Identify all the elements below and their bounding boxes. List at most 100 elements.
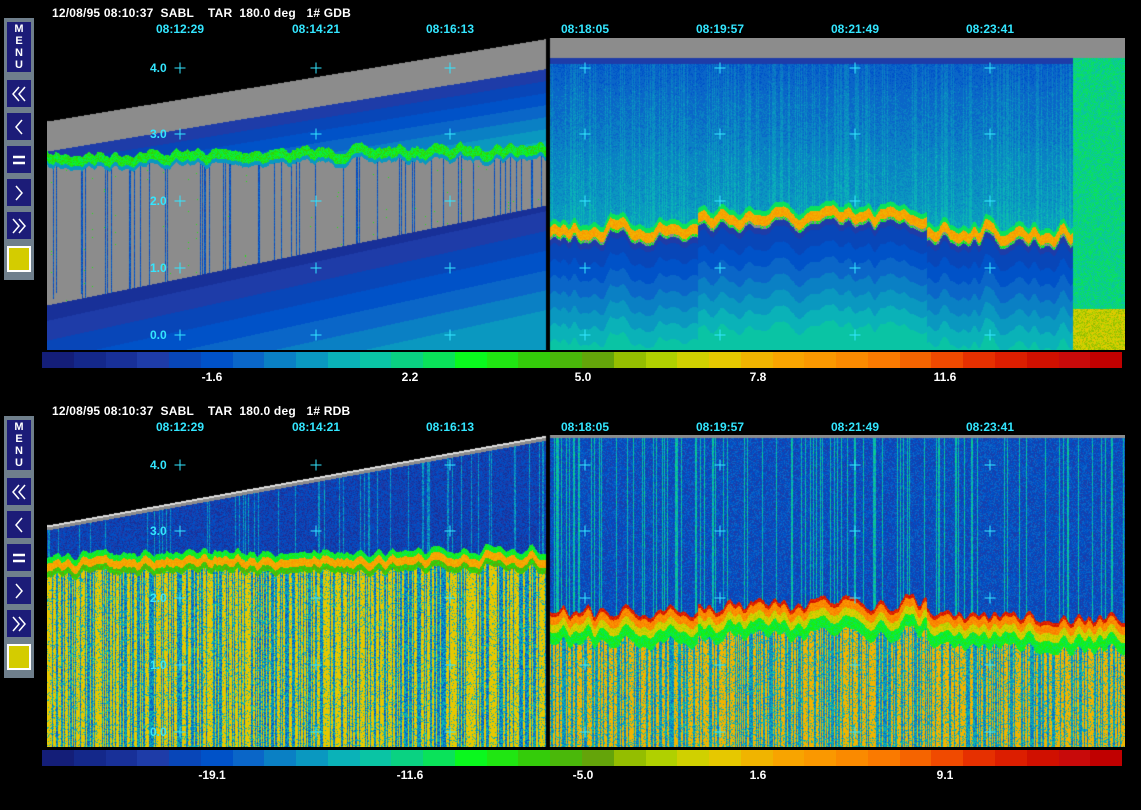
grid-cross-marker	[984, 592, 996, 604]
colorbar-segment	[772, 750, 805, 766]
colorbar-segment	[740, 352, 773, 368]
sidebar: MENU	[4, 18, 34, 280]
grid-cross-marker	[984, 525, 996, 537]
grid-cross-marker	[849, 195, 861, 207]
grid-cross-marker	[579, 195, 591, 207]
grid-cross-marker	[310, 525, 322, 537]
colorbar-segment	[709, 352, 741, 368]
grid-cross-marker	[714, 659, 726, 671]
time-label: 08:12:29	[155, 420, 205, 434]
grid-cross-marker	[174, 62, 186, 74]
colorbar-segment	[645, 750, 678, 766]
sidebar: MENU	[4, 416, 34, 678]
step-back-button[interactable]	[7, 113, 31, 140]
grid-cross-marker	[849, 262, 861, 274]
height-tick-label: 1.0	[150, 658, 167, 672]
grid-cross-marker	[310, 128, 322, 140]
rdb-colorbar	[42, 750, 1123, 766]
time-label: 08:21:49	[830, 22, 880, 36]
height-tick-label: 4.0	[150, 458, 167, 472]
time-label: 08:12:29	[155, 22, 205, 36]
pause-button[interactable]	[7, 544, 31, 571]
double-chevron-right-icon	[12, 218, 26, 233]
height-tick-label: 2.0	[150, 194, 167, 208]
grid-cross-marker	[579, 62, 591, 74]
colorbar-segment	[454, 352, 487, 368]
time-label: 08:18:05	[560, 22, 610, 36]
step-forward-button[interactable]	[7, 179, 31, 206]
time-label: 08:19:57	[695, 420, 745, 434]
grid-cross-marker	[579, 525, 591, 537]
grid-cross-marker	[849, 329, 861, 341]
colorbar-segment	[613, 750, 646, 766]
menu-button[interactable]: MENU	[7, 420, 31, 470]
colorbar-segment	[327, 352, 360, 368]
colorbar-label: -5.0	[572, 768, 594, 782]
grid-cross-marker	[984, 62, 996, 74]
height-tick-label: 3.0	[150, 127, 167, 141]
gdb-colorbar	[42, 352, 1123, 368]
grid-cross-marker	[984, 329, 996, 341]
rdb-echogram	[47, 435, 1125, 747]
color-swatch-button[interactable]	[7, 644, 31, 670]
colorbar-segment	[645, 352, 678, 368]
grid-cross-marker	[444, 659, 456, 671]
grid-cross-marker	[310, 262, 322, 274]
colorbar-segment	[359, 750, 392, 766]
colorbar-segment	[931, 352, 964, 368]
grid-cross-marker	[444, 195, 456, 207]
fast-rewind-button[interactable]	[7, 80, 31, 107]
time-label: 08:21:49	[830, 420, 880, 434]
step-forward-button[interactable]	[7, 577, 31, 604]
grid-cross-marker	[849, 592, 861, 604]
grid-cross-marker	[310, 62, 322, 74]
fast-forward-button[interactable]	[7, 610, 31, 637]
grid-cross-marker	[714, 726, 726, 738]
grid-cross-marker	[310, 726, 322, 738]
colorbar-segment	[836, 352, 868, 368]
colorbar-label: -19.1	[198, 768, 226, 782]
step-back-button[interactable]	[7, 511, 31, 538]
pause-button[interactable]	[7, 146, 31, 173]
color-swatch-button[interactable]	[7, 246, 31, 272]
colorbar-segment	[1090, 352, 1123, 368]
gdb-echogram	[47, 38, 1125, 350]
fast-rewind-button[interactable]	[7, 478, 31, 505]
colorbar-segment	[1058, 750, 1091, 766]
colorbar-segment	[264, 352, 297, 368]
equals-icon	[13, 155, 25, 164]
colorbar-segment	[677, 750, 710, 766]
colorbar-label: 7.8	[749, 370, 767, 384]
colorbar-segment	[105, 352, 138, 368]
height-tick-label: 0.0	[150, 725, 167, 739]
colorbar-segment	[359, 352, 392, 368]
colorbar-segment	[994, 352, 1027, 368]
panel-header: 12/08/95 08:10:37 SABL TAR 180.0 deg 1# …	[52, 6, 352, 20]
grid-cross-marker	[849, 525, 861, 537]
grid-cross-marker	[444, 726, 456, 738]
grid-cross-marker	[849, 659, 861, 671]
grid-cross-marker	[310, 195, 322, 207]
menu-button[interactable]: MENU	[7, 22, 31, 72]
fast-forward-button[interactable]	[7, 212, 31, 239]
menu-label: MENU	[13, 421, 25, 469]
time-label: 08:16:13	[425, 420, 475, 434]
colorbar-segment	[772, 352, 805, 368]
colorbar-segment	[963, 750, 995, 766]
panel-header: 12/08/95 08:10:37 SABL TAR 180.0 deg 1# …	[52, 404, 351, 418]
grid-cross-marker	[444, 62, 456, 74]
colorbar-segment	[740, 750, 773, 766]
grid-cross-marker	[849, 128, 861, 140]
grid-cross-marker	[984, 659, 996, 671]
colorbar-segment	[582, 352, 614, 368]
menu-label: MENU	[13, 23, 25, 71]
colorbar-segment	[899, 352, 932, 368]
grid-cross-marker	[444, 128, 456, 140]
colorbar-segment	[677, 352, 710, 368]
grid-cross-marker	[310, 329, 322, 341]
colorbar-segment	[867, 352, 900, 368]
grid-cross-marker	[444, 329, 456, 341]
grid-cross-marker	[174, 592, 186, 604]
grid-cross-marker	[310, 592, 322, 604]
colorbar-segment	[550, 750, 583, 766]
